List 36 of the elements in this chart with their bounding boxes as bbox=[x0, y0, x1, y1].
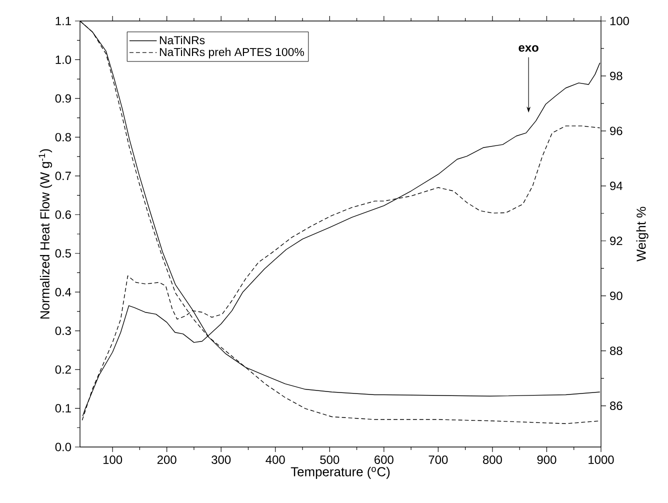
y-tick-label: 0.4 bbox=[55, 288, 72, 296]
x-tick-label: 400 bbox=[266, 456, 285, 464]
y-tick-label: 1.0 bbox=[56, 55, 72, 64]
annotation: exo bbox=[518, 45, 538, 52]
x-tick-label: 500 bbox=[320, 456, 340, 464]
y2-tick-label: 96 bbox=[610, 126, 622, 136]
x-axis-title: Temperature ($^{o}$C) bbox=[290, 466, 390, 479]
x-tick-label: 800 bbox=[483, 456, 502, 464]
x-tick-label: 200 bbox=[157, 456, 176, 464]
y-tick-label: 0.1 bbox=[55, 404, 71, 412]
y-tick-label: 1.1 bbox=[56, 16, 71, 26]
y2-tick-label: 92 bbox=[610, 236, 622, 246]
y-tick-label: 0.9 bbox=[55, 94, 71, 103]
y2-axis-title: Weight % bbox=[636, 206, 648, 262]
x-tick-label: 700 bbox=[428, 456, 448, 464]
y-tick-label: 0.5 bbox=[55, 249, 71, 258]
y2-tick-label: 100 bbox=[610, 16, 629, 26]
x-tick-label: 600 bbox=[374, 456, 394, 464]
y-axis-title: Normalized Heat Flow (W g$^{-1}$) bbox=[38, 149, 52, 319]
x-tick-label: 900 bbox=[537, 456, 556, 464]
y2-tick-label: 88 bbox=[610, 346, 622, 356]
y-tick-label: 0.6 bbox=[55, 210, 71, 219]
y2-tick-label: 94 bbox=[610, 182, 622, 190]
x-tick-label: 1000 bbox=[588, 456, 614, 464]
y-tick-label: 0.7 bbox=[55, 172, 71, 180]
y-tick-label: 0.2 bbox=[55, 365, 71, 374]
x-tick-label: 300 bbox=[212, 456, 231, 464]
legend-label: NaTiNRs preh APTES 100% bbox=[160, 48, 304, 58]
y2-tick-label: 86 bbox=[610, 402, 622, 410]
x-tick-label: 100 bbox=[103, 456, 122, 464]
y-tick-label: 0.8 bbox=[55, 132, 71, 142]
y-tick-label: 0.0 bbox=[55, 442, 72, 452]
y2-tick-label: 90 bbox=[610, 292, 622, 300]
y2-tick-label: 98 bbox=[610, 72, 622, 80]
legend-label: NaTiNRs bbox=[160, 36, 205, 44]
y-tick-label: 0.3 bbox=[55, 326, 71, 336]
